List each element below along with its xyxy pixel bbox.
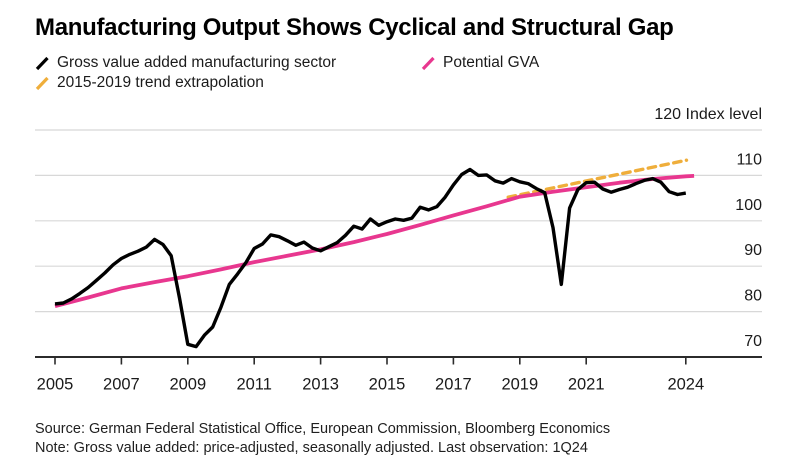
x-tick-label: 2015 (369, 376, 406, 394)
x-tick-label: 2005 (37, 376, 74, 394)
series-gva-line (54, 167, 687, 349)
y-tick-label: 110 (736, 151, 762, 168)
legend-row-1: Gross value added manufacturing sector P… (35, 54, 539, 72)
x-tick-label: 2011 (236, 376, 271, 394)
source-block: Source: German Federal Statistical Offic… (35, 420, 610, 458)
legend-label-gva: Gross value added manufacturing sector (57, 54, 337, 71)
legend-item-gva: Gross value added manufacturing sector (35, 54, 336, 72)
series-potential-line (54, 174, 695, 309)
y-tick-label: 70 (744, 333, 762, 350)
legend-item-trend: 2015-2019 trend extrapolation (35, 74, 264, 92)
x-tick-label: 2013 (302, 376, 339, 394)
x-tick-label: 2024 (667, 376, 704, 394)
x-tick-label: 2009 (169, 376, 206, 394)
y-tick-label: 100 (735, 197, 762, 214)
y-tick-label: 90 (744, 242, 762, 259)
legend-item-potential: Potential GVA (421, 54, 539, 72)
x-tick-label: 2007 (103, 376, 140, 394)
legend-label-trend: 2015-2019 trend extrapolation (57, 74, 264, 91)
legend-label-potential: Potential GVA (443, 54, 540, 71)
x-tick-label: 2019 (501, 376, 538, 394)
potential-line-swatch-icon (421, 56, 435, 70)
x-tick-label: 2021 (568, 376, 605, 394)
gva-line-swatch-icon (35, 56, 49, 70)
y-tick-label: 80 (744, 288, 762, 305)
y-axis-unit-label: 120 Index level (654, 106, 762, 123)
trend-line-swatch-icon (35, 76, 49, 90)
x-tick-label: 2017 (435, 376, 472, 394)
chart-title: Manufacturing Output Shows Cyclical and … (35, 14, 674, 41)
note-text: Note: Gross value added: price-adjusted,… (35, 440, 588, 456)
source-text: Source: German Federal Statistical Offic… (35, 421, 611, 437)
legend-row-2: 2015-2019 trend extrapolation (35, 74, 264, 92)
